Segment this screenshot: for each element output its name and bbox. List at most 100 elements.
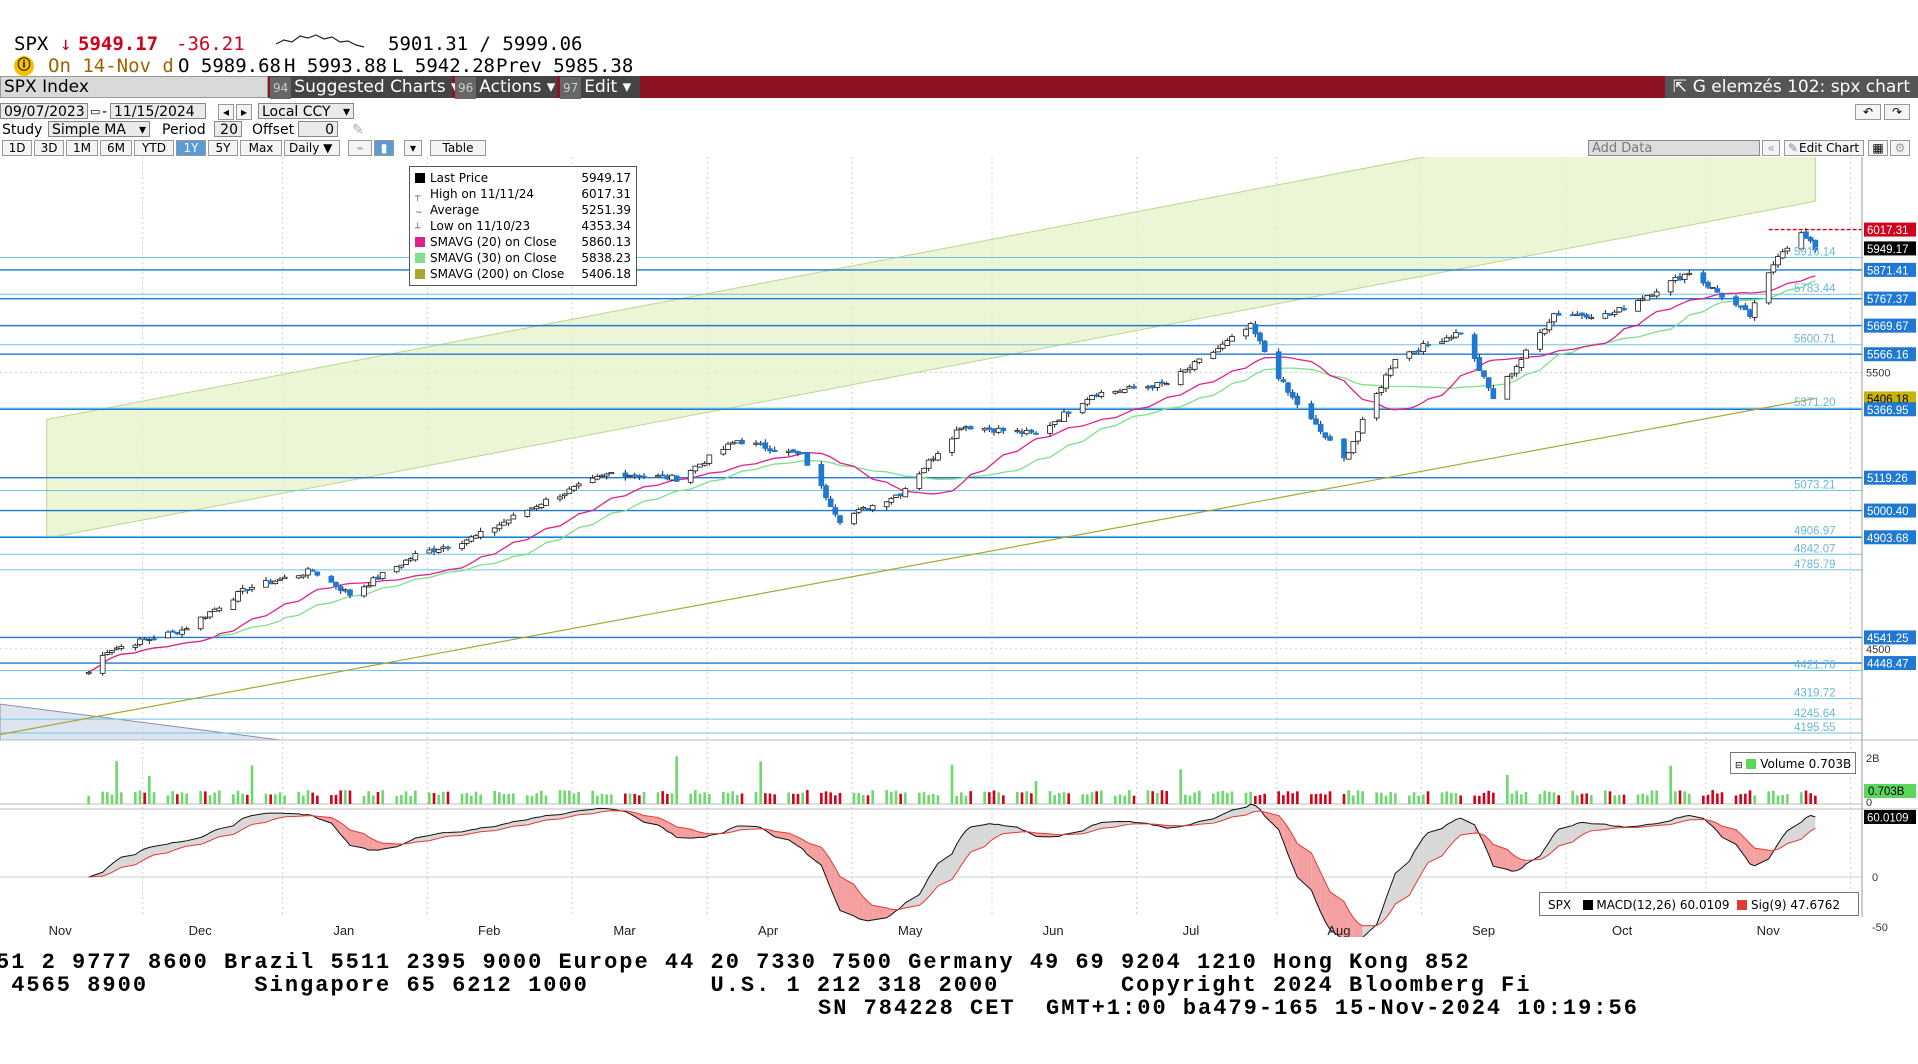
volume-bar — [1636, 794, 1640, 804]
security-field[interactable]: SPX Index — [0, 76, 268, 98]
level-label: 4785.79 — [1794, 559, 1836, 571]
candle-body — [1579, 312, 1585, 316]
currency-value: Local CCY — [262, 104, 331, 120]
macd-fill — [1586, 822, 1592, 833]
start-date-field[interactable]: 09/07/2023 — [0, 103, 88, 120]
axis-label: 5566.16 — [1867, 350, 1909, 362]
period-5y[interactable]: 5Y — [208, 140, 238, 156]
macd-fill — [382, 843, 397, 850]
chart-title[interactable]: ⇱ G elemzés 102: spx chart — [1664, 76, 1918, 98]
candle-body — [1653, 291, 1660, 297]
macd-value: 60.0109 — [1679, 898, 1730, 912]
currency-select[interactable]: Local CCY ▾ — [258, 103, 354, 120]
legend-value: 5251.39 — [581, 203, 631, 217]
candle-body — [1079, 403, 1086, 414]
volume-bar — [1221, 790, 1224, 804]
volume-bar — [1132, 795, 1136, 804]
prev-arrow-icon[interactable]: ◂ — [218, 104, 234, 120]
macd-fill — [933, 863, 938, 892]
volume-bar — [964, 795, 968, 804]
macd-fill — [135, 851, 140, 865]
volume-bar — [213, 792, 216, 804]
chart-legend[interactable]: Last Price 5949.17 ┬ High on 11/11/24 6017.3… — [409, 166, 637, 286]
axes: Nov Dec Jan Feb Mar Apr May Jun Jul Aug Sep Oct Nov 2… — [0, 157, 1918, 937]
redo-icon[interactable]: ↷ — [1884, 104, 1910, 120]
undo-icon[interactable]: ↶ — [1855, 104, 1881, 120]
candle-body — [631, 474, 638, 477]
export-icon[interactable]: ⇱ — [1672, 77, 1687, 97]
price-chart[interactable]: 6017.31 5949.17 5871.41 5767.37 5669.67 5566.… — [0, 157, 1918, 937]
macd-fill — [242, 816, 248, 830]
collapse-icon[interactable]: « — [1762, 140, 1780, 156]
table-button[interactable]: Table — [430, 140, 486, 156]
axis-label: 5767.37 — [1867, 294, 1909, 306]
volume-legend[interactable]: ⊟ Volume 0.703B — [1730, 752, 1856, 774]
edit-chart-button[interactable]: ✎ Edit Chart — [1784, 140, 1864, 156]
candle-body — [1569, 314, 1576, 317]
period-ytd[interactable]: YTD — [134, 140, 174, 156]
macd-legend[interactable]: SPX MACD(12,26) 60.0109 Sig(9) 47.6762 — [1539, 892, 1859, 916]
line-chart-icon[interactable]: ⌁ — [348, 140, 372, 156]
chart-type-dropdown-icon[interactable]: ▾ — [404, 140, 422, 156]
legend-swatch — [415, 173, 425, 183]
add-data-input[interactable]: Add Data — [1588, 140, 1760, 156]
candle-body — [701, 462, 708, 466]
study-select[interactable]: Simple MA ▾ — [48, 121, 150, 138]
macd-fill — [1213, 816, 1218, 824]
candle-body — [827, 498, 834, 507]
candle-chart-icon[interactable]: ▮ — [374, 140, 394, 156]
macd-fill — [1446, 822, 1452, 850]
volume-bar — [1016, 791, 1019, 804]
period-6m[interactable]: 6M — [100, 140, 132, 156]
offset-input[interactable]: 0 — [298, 121, 338, 138]
calendar-icon[interactable]: ▭ — [90, 105, 101, 118]
chart-settings-icon[interactable]: ▦ — [1868, 140, 1888, 156]
macd-fill — [1428, 828, 1442, 863]
macd-symbol: SPX — [1548, 898, 1572, 912]
pencil-icon[interactable]: ✎ — [352, 122, 364, 138]
candle-body — [1345, 452, 1352, 460]
candle-body — [1019, 431, 1025, 434]
pricing-source-icon[interactable]: ⓘ — [14, 56, 34, 76]
candle-body — [1705, 281, 1711, 288]
candle-body — [403, 559, 409, 565]
candle-body — [1439, 341, 1445, 344]
price-tick: 5500 — [1866, 368, 1890, 380]
period-max[interactable]: Max — [240, 140, 282, 156]
candle-body — [608, 472, 615, 475]
candle-body — [669, 474, 675, 481]
actions-label: Actions — [479, 77, 542, 97]
macd-fill — [952, 844, 957, 880]
macd-fill — [1722, 826, 1736, 845]
next-arrow-icon[interactable]: ▸ — [236, 104, 252, 120]
candle-body — [1098, 391, 1105, 397]
candle-body — [1481, 370, 1487, 377]
candle-body — [1028, 429, 1035, 433]
candle-body — [1681, 273, 1688, 280]
gear-icon[interactable]: ⚙ — [1890, 140, 1910, 156]
volume-bar — [698, 793, 702, 804]
volume-bar — [806, 790, 809, 804]
month-label: Sep — [1472, 923, 1495, 937]
frequency-select[interactable]: Daily ▼ — [284, 140, 340, 156]
volume-bar — [927, 795, 930, 804]
end-date-field[interactable]: 11/15/2024 — [110, 103, 206, 120]
candle-body — [659, 474, 666, 477]
actions-button[interactable]: 96 Actions ▾ — [455, 76, 557, 99]
period-1d[interactable]: 1D — [2, 140, 32, 156]
volume-swatch — [1746, 759, 1757, 769]
candle-body — [1770, 264, 1777, 273]
macd-fill — [830, 860, 836, 900]
period-1y[interactable]: 1Y — [176, 140, 206, 156]
volume-bar — [507, 793, 510, 804]
legend-label: High on 11/11/24 — [430, 187, 535, 201]
candle-body — [902, 488, 909, 498]
period-input[interactable]: 20 — [214, 121, 242, 138]
candle-body — [1093, 394, 1100, 397]
macd-tick: -50 — [1872, 922, 1888, 934]
candle-body — [1485, 377, 1492, 389]
period-1m[interactable]: 1M — [66, 140, 98, 156]
period-3d[interactable]: 3D — [34, 140, 64, 156]
edit-button[interactable]: 97 Edit ▾ — [560, 76, 640, 99]
